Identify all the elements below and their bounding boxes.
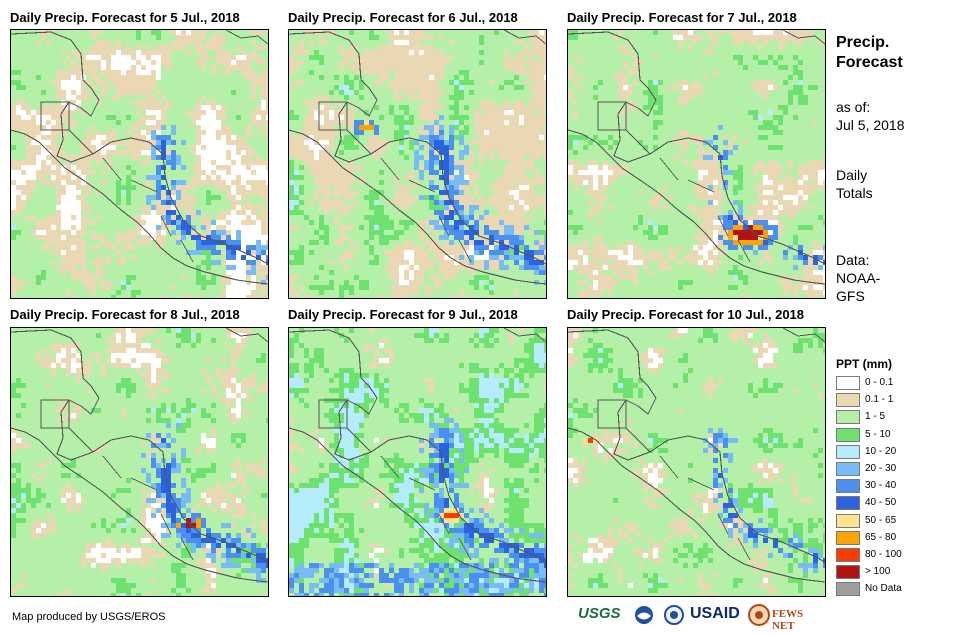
legend-label: > 100 (865, 566, 891, 578)
precip-grid (289, 30, 546, 298)
fews-net-logo: FEWS NET (772, 608, 804, 632)
data-source-block: Data: NOAA- GFS (836, 251, 880, 305)
map-credit: Map produced by USGS/EROS (12, 611, 166, 623)
legend-swatch (836, 462, 860, 476)
heading-line-1: Precip. (836, 34, 890, 51)
legend-swatch (836, 496, 860, 511)
panel-title: Daily Precip. Forecast for 6 Jul., 2018 (288, 10, 518, 25)
fews-net-globe-icon (748, 604, 770, 626)
legend-label: 40 - 50 (865, 497, 897, 509)
panel-title: Daily Precip. Forecast for 8 Jul., 2018 (10, 307, 240, 322)
panel-title: Daily Precip. Forecast for 5 Jul., 2018 (10, 10, 240, 25)
legend-swatch (836, 565, 860, 580)
precip-grid (289, 328, 546, 596)
legend-swatch (836, 530, 860, 545)
precip-grid (11, 328, 268, 596)
legend-swatch (836, 427, 860, 442)
legend-swatch (836, 479, 860, 494)
forecast-map-jul5 (10, 29, 269, 299)
precip-grid (11, 30, 268, 298)
noaa-logo-icon (635, 606, 653, 624)
legend-swatch (836, 513, 860, 528)
panel-title: Daily Precip. Forecast for 9 Jul., 2018 (288, 307, 518, 322)
forecast-map-jul8 (10, 327, 269, 597)
legend-label: 80 - 100 (865, 549, 902, 560)
data-line-1: Data: (836, 252, 870, 268)
legend-label: 50 - 65 (865, 514, 897, 526)
legend-swatch (836, 548, 860, 562)
as-of-date: Jul 5, 2018 (836, 117, 905, 133)
totals-block: Daily Totals (836, 166, 873, 202)
heading-line-2: Forecast (836, 54, 903, 71)
precip-grid (568, 30, 825, 298)
totals-line-1: Daily (836, 167, 868, 183)
forecast-map-jul6 (288, 29, 547, 299)
forecast-map-jul9 (288, 327, 547, 597)
legend-label: 30 - 40 (865, 480, 897, 492)
legend-swatch (836, 582, 860, 597)
legend-label: 10 - 20 (865, 445, 897, 457)
legend-label: No Data (865, 583, 902, 595)
forecast-map-jul7 (567, 29, 826, 299)
legend-swatch (836, 393, 860, 408)
panel-title: Daily Precip. Forecast for 10 Jul., 2018 (567, 307, 805, 322)
legend-label: 0 - 0.1 (865, 377, 894, 388)
doi-seal-icon (664, 605, 684, 625)
usgs-logo: USGS (578, 605, 621, 622)
forecast-map-jul10 (567, 327, 826, 597)
sidebar-heading: Precip. Forecast (836, 33, 903, 73)
legend-label: 0.1 - 1 (865, 394, 894, 406)
legend-label: 65 - 80 (865, 531, 897, 543)
legend-label: 1 - 5 (865, 411, 886, 423)
usaid-logo: USAID (690, 605, 740, 622)
legend-label: 5 - 10 (865, 428, 891, 440)
legend-swatch (836, 410, 860, 425)
as-of-block: as of: Jul 5, 2018 (836, 98, 905, 134)
legend-swatch (836, 444, 860, 459)
data-line-3: GFS (836, 288, 865, 304)
partner-logos: USGS USAID FEWS NET (578, 604, 828, 632)
legend-title: PPT (mm) (836, 357, 893, 371)
panel-title: Daily Precip. Forecast for 7 Jul., 2018 (567, 10, 797, 25)
data-line-2: NOAA- (836, 270, 881, 286)
as-of-label: as of: (836, 99, 871, 115)
totals-line-2: Totals (836, 185, 873, 201)
legend-label: 20 - 30 (865, 463, 897, 474)
precip-grid (568, 328, 825, 596)
legend-swatch (836, 376, 860, 390)
